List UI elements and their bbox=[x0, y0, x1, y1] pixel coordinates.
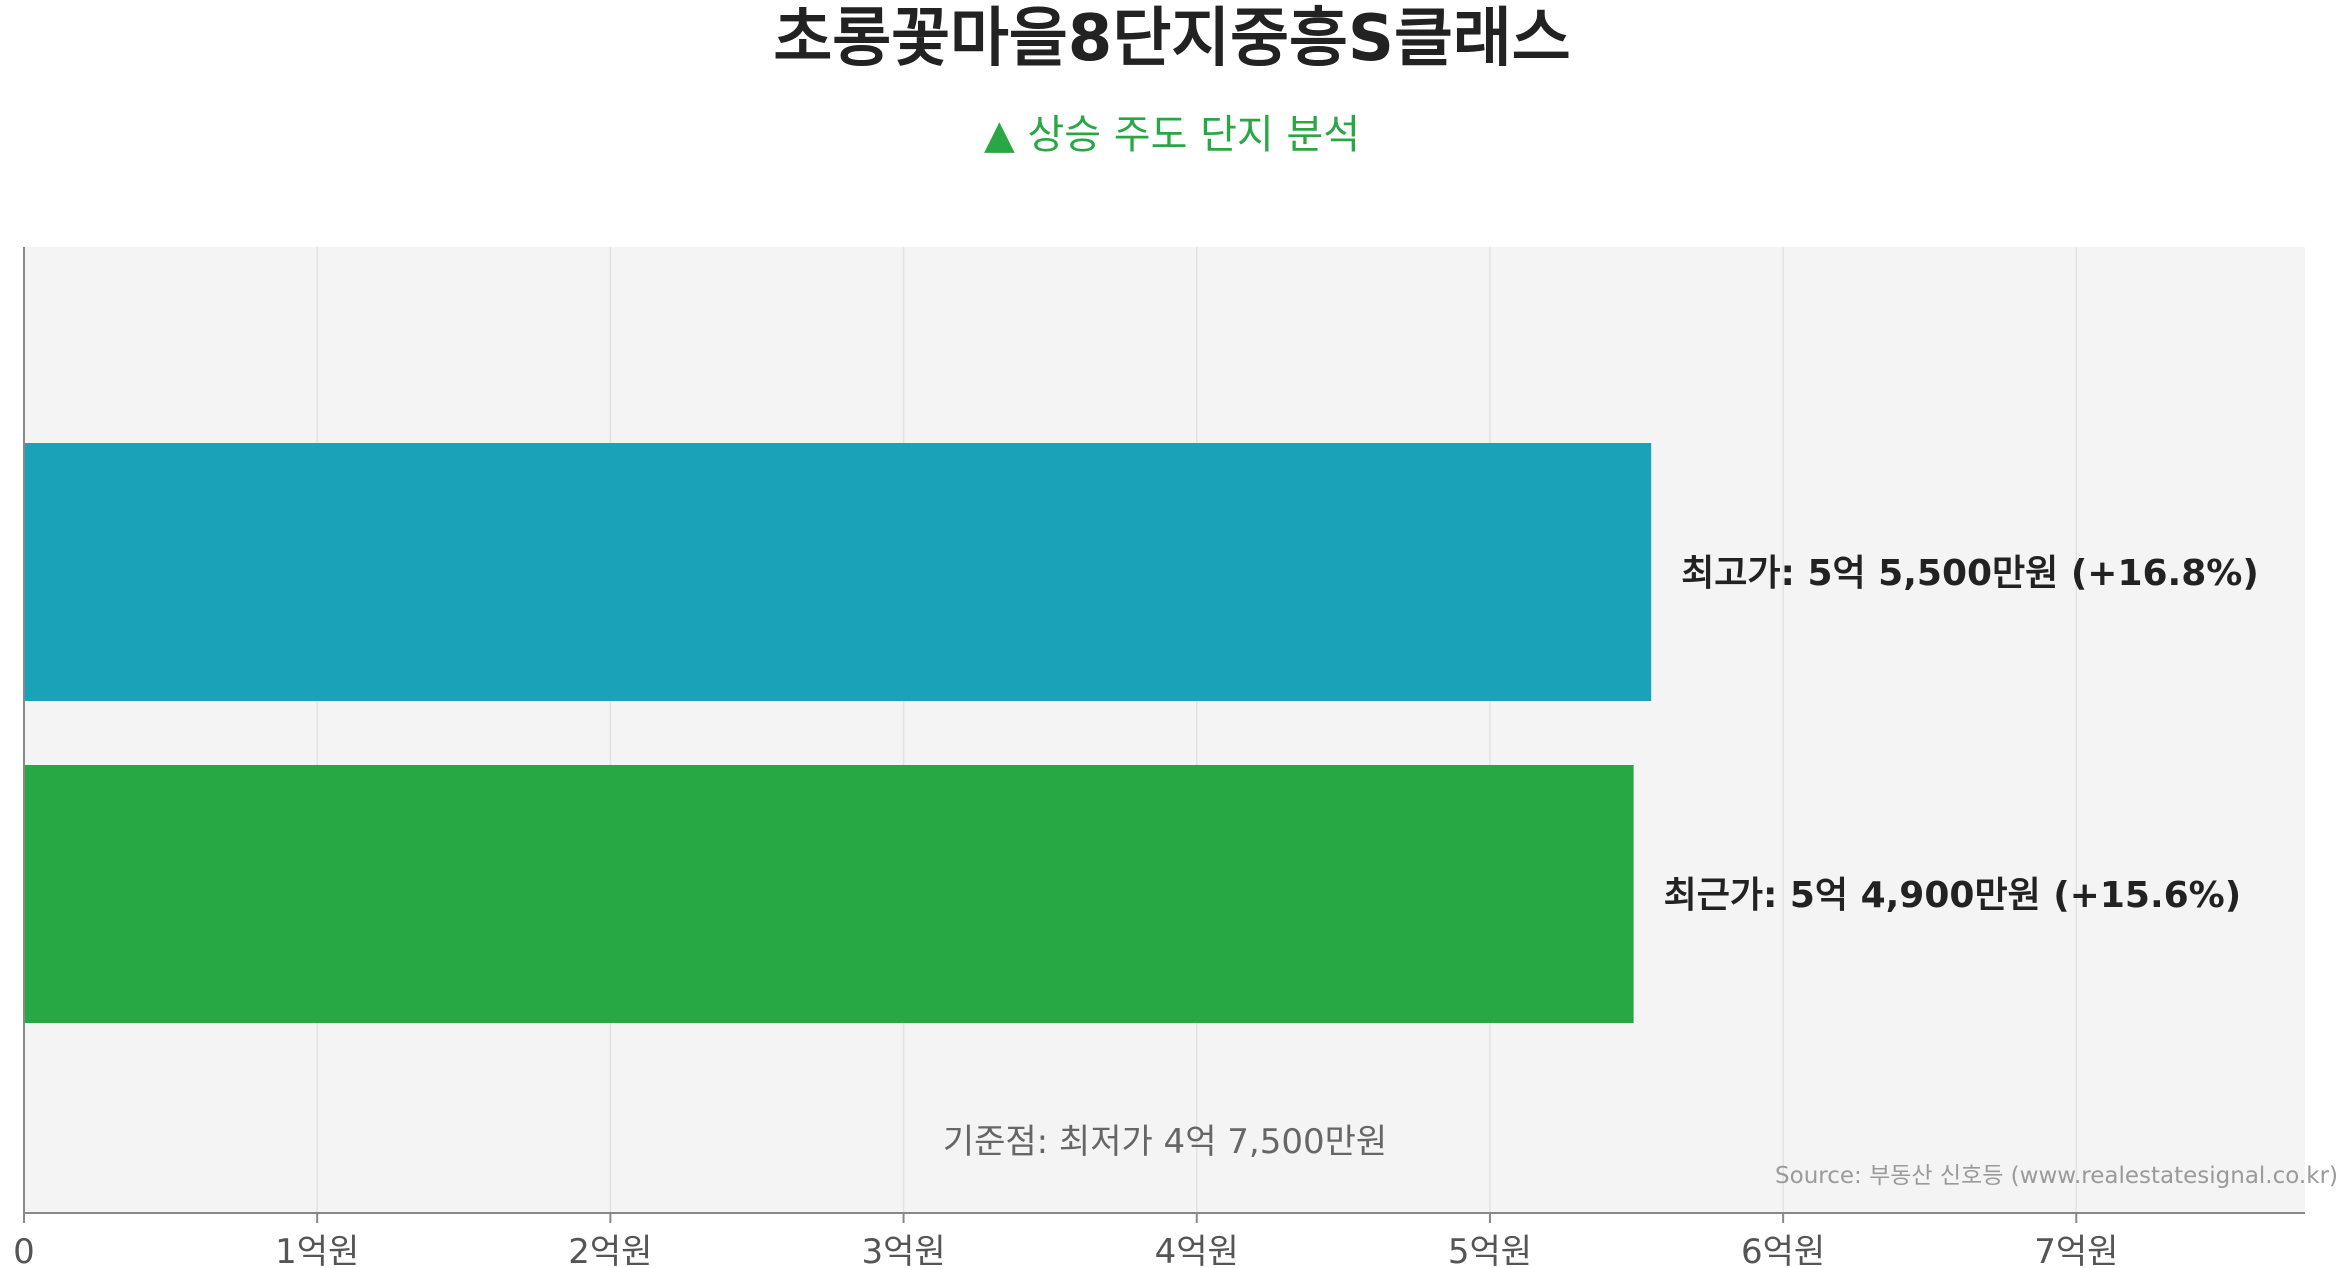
bar-value-label: 최근가: 5억 4,900만원 (+15.6%) bbox=[1664, 875, 2242, 916]
x-tick-label: 1억원 bbox=[275, 1232, 359, 1268]
bar-labels-group: 최고가: 5억 5,500만원 (+16.8%) 최근가: 5억 4,900만원 … bbox=[1664, 553, 2259, 916]
bars-group bbox=[24, 443, 1652, 1023]
bar-value-label: 최고가: 5억 5,500만원 (+16.8%) bbox=[1681, 553, 2259, 594]
x-axis-ticks: 0 1억원 2억원 3억원 4억원 5억원 6억원 7억원 bbox=[13, 1213, 2118, 1268]
chart-subtitle: ▲ 상승 주도 단지 분석 bbox=[984, 112, 1360, 158]
x-tick-label: 5억원 bbox=[1448, 1232, 1532, 1268]
x-tick-label: 3억원 bbox=[861, 1232, 945, 1268]
bar-1 bbox=[24, 443, 1652, 701]
source-note: Source: 부동산 신호등 (www.realestatesignal.co… bbox=[1775, 1163, 2338, 1189]
x-tick-label: 6억원 bbox=[1741, 1232, 1825, 1268]
grid-lines bbox=[316, 247, 2078, 1213]
x-tick-label: 0 bbox=[13, 1232, 35, 1268]
x-tick-label: 7억원 bbox=[2034, 1232, 2118, 1268]
chart-title: 초롱꽃마을8단지중흥S클래스 bbox=[773, 2, 1570, 76]
x-tick-label: 2억원 bbox=[568, 1232, 652, 1268]
baseline-note: 기준점: 최저가 4억 7,500만원 bbox=[943, 1122, 1387, 1162]
bar-2 bbox=[24, 765, 1634, 1023]
plot-area bbox=[24, 247, 2305, 1213]
x-tick-label: 4억원 bbox=[1155, 1232, 1239, 1268]
